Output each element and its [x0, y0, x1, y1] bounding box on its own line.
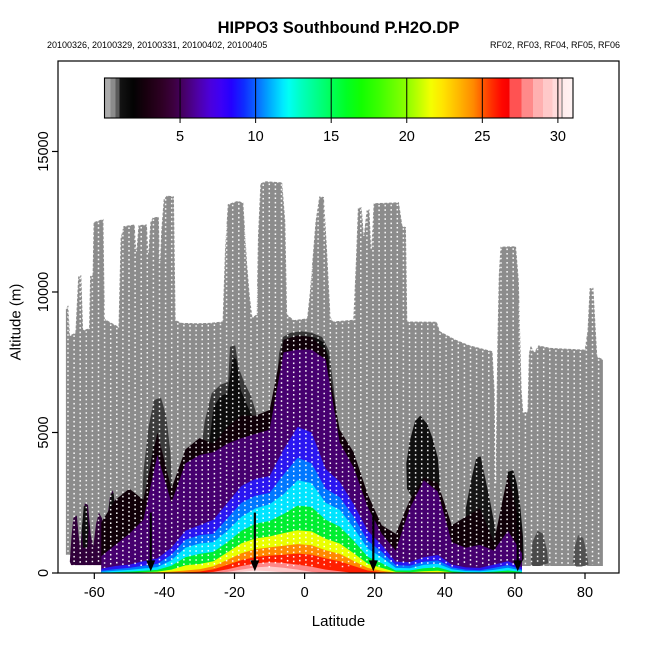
heatmap-bands	[101, 335, 522, 573]
band-whitecore	[233, 570, 286, 573]
y-axis-title: Altitude (m)	[7, 283, 25, 361]
x-axis-title: Latitude	[311, 613, 366, 630]
y-tick-label: 10000	[36, 272, 52, 312]
colorbar-tick-label: 5	[176, 129, 184, 145]
color-scale: 5 10 15 20 25 30	[103, 77, 574, 145]
x-tick-label: -40	[154, 585, 175, 601]
x-tick-label: -20	[224, 585, 245, 601]
colorbar-tick-label: 10	[248, 129, 264, 145]
chart-title: HIPPO3 Southbound P.H2O.DP	[217, 19, 460, 37]
flight-tracks	[67, 183, 600, 568]
x-tick-label: 60	[507, 585, 523, 601]
x-axis: -60 -40 -20 0 20 40 60 80	[84, 573, 593, 601]
x-tick-label: 0	[301, 585, 309, 601]
waypoint-arrows	[146, 512, 523, 572]
y-tick-label: 15000	[36, 131, 52, 171]
plot-border	[57, 60, 620, 574]
flight-ids-subtitle: RF02, RF03, RF04, RF05, RF06	[489, 40, 620, 50]
x-tick-label: -60	[84, 585, 105, 601]
colorbar-tick-label: 20	[399, 129, 415, 145]
colorbar-tick-label: 25	[474, 129, 490, 145]
band-palepink	[219, 566, 320, 573]
y-tick-label: 0	[36, 569, 52, 577]
flight-dates-subtitle: 20100326, 20100329, 20100331, 20100402, …	[47, 40, 268, 50]
patch-gray-blob-64-70	[530, 530, 549, 566]
colorbar-tick-label: 15	[323, 129, 339, 145]
plot-area	[65, 180, 604, 573]
x-tick-label: 20	[367, 585, 383, 601]
colorbar-tick-label: 30	[550, 129, 566, 145]
y-axis: 0 5000 10000 15000	[36, 131, 58, 577]
x-tick-label: 40	[437, 585, 453, 601]
x-tick-label: 80	[577, 585, 593, 601]
y-tick-label: 5000	[36, 416, 52, 448]
